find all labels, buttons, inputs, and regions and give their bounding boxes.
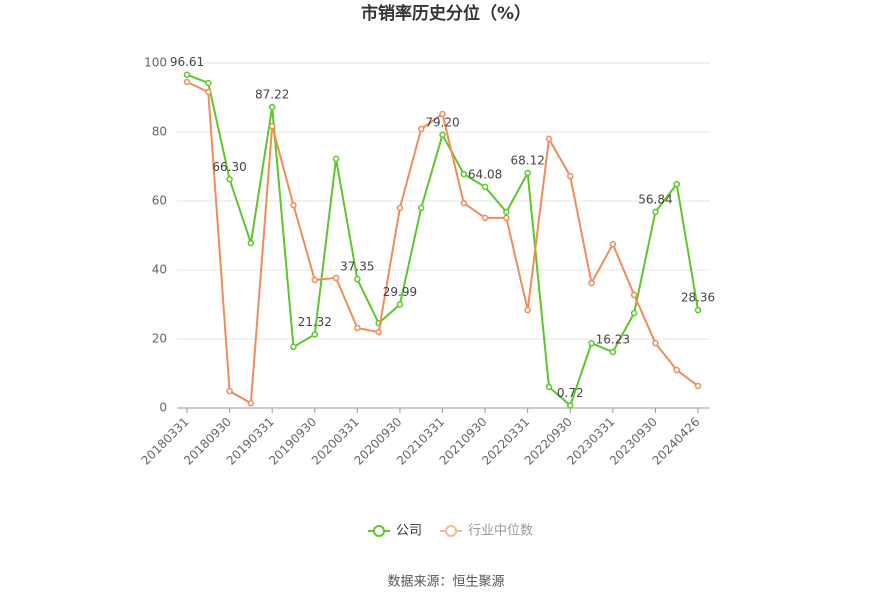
point: [588, 339, 595, 347]
value-label: 16.23: [596, 333, 630, 347]
point: [524, 306, 531, 314]
point: [439, 131, 446, 139]
point: [247, 239, 255, 247]
point: [503, 208, 510, 216]
legend-marker: [445, 525, 457, 537]
point: [311, 276, 318, 284]
point: [396, 204, 404, 212]
point: [183, 71, 191, 78]
point: [545, 135, 553, 143]
source: 数据来源：恒生聚源: [387, 575, 504, 590]
value-label: 56.84: [638, 192, 672, 206]
chart-title: 市销率历史分位（%）: [361, 3, 531, 24]
point: [268, 103, 276, 111]
point: [694, 306, 702, 314]
value-label: 0.72: [557, 386, 584, 400]
point: [481, 183, 489, 191]
value-label: 21.32: [298, 315, 332, 329]
point: [503, 214, 510, 222]
y-tick-label: 20: [152, 332, 167, 346]
value-label: 68.12: [510, 153, 544, 167]
point: [673, 366, 680, 374]
point: [205, 79, 212, 87]
point: [226, 176, 233, 183]
legend-label: 公司: [396, 524, 422, 539]
point: [630, 291, 638, 299]
point: [673, 180, 680, 188]
point: [375, 328, 382, 336]
legend-label: 行业中位数: [468, 524, 533, 539]
value-label: 79.20: [425, 115, 459, 129]
point: [417, 204, 425, 212]
point: [332, 274, 340, 282]
point: [311, 331, 318, 338]
point: [609, 348, 617, 356]
point: [439, 110, 446, 118]
value-label: 96.61: [170, 55, 204, 69]
value-label: 66.30: [212, 160, 246, 174]
point: [268, 122, 276, 130]
y-tick-label: 80: [152, 125, 167, 139]
point: [354, 324, 361, 332]
point: [609, 240, 617, 248]
point: [481, 214, 489, 222]
point: [332, 155, 340, 163]
point: [247, 399, 255, 407]
point: [226, 387, 233, 395]
point: [630, 309, 638, 317]
point: [354, 275, 361, 283]
y-tick-label: 40: [152, 263, 167, 277]
point: [290, 343, 297, 351]
point: [460, 199, 468, 207]
value-label: 29.99: [383, 285, 417, 299]
legend-marker: [373, 525, 385, 537]
series-line: [186, 81, 699, 405]
point: [205, 88, 212, 96]
value-label: 87.22: [255, 88, 289, 102]
point: [567, 172, 574, 180]
point: [460, 170, 468, 178]
y-tick-label: 60: [152, 194, 167, 208]
point: [652, 339, 659, 347]
value-label: 64.08: [468, 167, 502, 181]
point: [396, 301, 404, 308]
point: [290, 201, 297, 209]
point: [588, 279, 595, 287]
point: [417, 125, 425, 133]
y-tick-label: 0: [159, 401, 167, 415]
value-label: 37.35: [340, 260, 374, 274]
point: [183, 78, 191, 86]
value-label: 28.36: [681, 291, 715, 305]
point: [694, 382, 702, 390]
point: [567, 402, 574, 409]
point: [524, 169, 531, 177]
point: [545, 383, 553, 391]
y-tick-label: 100: [144, 56, 167, 70]
point: [652, 208, 659, 216]
